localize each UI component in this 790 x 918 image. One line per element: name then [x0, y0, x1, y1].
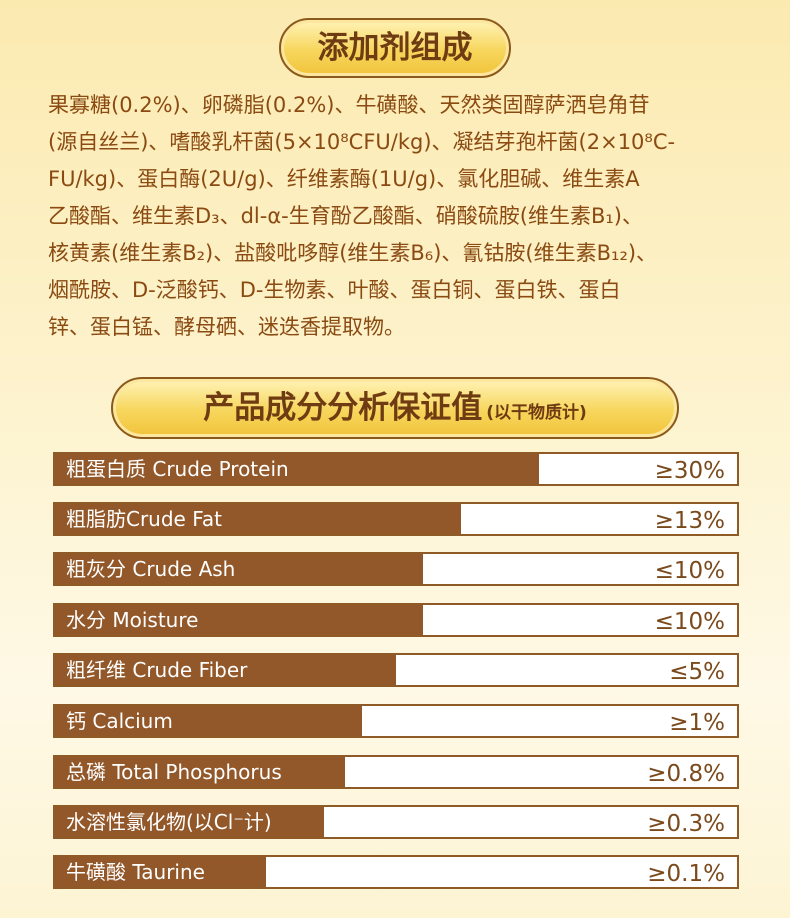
- additives-line: FU/kg)、蛋白酶(2U/g)、纤维素酶(1U/g)、氯化胆碱、维生素A: [48, 167, 640, 191]
- row-label: 粗蛋白质 Crude Protein: [66, 457, 289, 481]
- row-bar: [55, 807, 325, 837]
- analysis-subtitle: (以干物质计): [486, 403, 587, 423]
- row-label: 水溶性氯化物(以Cl⁻计): [66, 810, 272, 834]
- row-value: ≤10%: [654, 609, 725, 635]
- row-value: ≥0.1%: [647, 861, 725, 887]
- additives-text-block: 果寡糖(0.2%)、卵磷脂(0.2%)、牛磺酸、天然类固醇萨洒皂角苷 (源自丝兰…: [48, 87, 752, 346]
- row-value: ≤5%: [669, 659, 725, 685]
- additives-line: 核黄素(维生素B₂)、盐酸吡哆醇(维生素B₆)、氰钴胺(维生素B₁₂)、: [48, 241, 658, 265]
- additives-title: 添加剂组成: [317, 30, 473, 66]
- row-label: 粗脂肪Crude Fat: [66, 507, 222, 531]
- row-bar: [55, 454, 540, 484]
- analysis-row-water-soluble-chloride: 水溶性氯化物(以Cl⁻计) ≥0.3%: [53, 805, 739, 839]
- analysis-row-calcium: 钙 Calcium ≥1%: [53, 704, 739, 738]
- row-bar: [55, 554, 424, 584]
- row-bar: [55, 757, 345, 787]
- analysis-row-crude-fiber: 粗纤维 Crude Fiber ≤5%: [53, 653, 739, 687]
- additives-line: 果寡糖(0.2%)、卵磷脂(0.2%)、牛磺酸、天然类固醇萨洒皂角苷: [48, 93, 650, 117]
- row-value: ≥0.3%: [647, 811, 725, 837]
- row-bar: [55, 655, 396, 685]
- row-label: 牛磺酸 Taurine: [66, 860, 205, 884]
- analysis-row-moisture: 水分 Moisture ≤10%: [53, 603, 739, 637]
- row-bar: [55, 504, 461, 534]
- additives-title-pill: 添加剂组成: [279, 18, 511, 78]
- additives-line: 乙酸酯、维生素D₃、dl-α-生育酚乙酸酯、硝酸硫胺(维生素B₁)、: [48, 204, 643, 228]
- row-value: ≤10%: [654, 558, 725, 584]
- row-label: 总磷 Total Phosphorus: [66, 760, 282, 784]
- row-bar: [55, 706, 362, 736]
- row-label: 粗纤维 Crude Fiber: [66, 658, 248, 682]
- analysis-title: 产品成分分析保证值: [203, 390, 483, 426]
- row-value: ≥0.8%: [647, 761, 725, 787]
- row-bar: [55, 857, 267, 887]
- analysis-row-taurine: 牛磺酸 Taurine ≥0.1%: [53, 855, 739, 889]
- row-label: 水分 Moisture: [66, 608, 199, 632]
- row-value: ≥30%: [654, 458, 725, 484]
- additives-line: (源自丝兰)、嗜酸乳杆菌(5×10⁸CFU/kg)、凝结芽孢杆菌(2×10⁸C-: [48, 130, 676, 154]
- analysis-row-crude-protein: 粗蛋白质 Crude Protein ≥30%: [53, 452, 739, 486]
- row-value: ≥1%: [669, 710, 725, 736]
- row-label: 钙 Calcium: [66, 709, 173, 733]
- analysis-title-pill: 产品成分分析保证值 (以干物质计): [111, 377, 679, 439]
- additives-line: 烟酰胺、D-泛酸钙、D-生物素、叶酸、蛋白铜、蛋白铁、蛋白: [48, 278, 621, 302]
- row-label: 粗灰分 Crude Ash: [66, 557, 236, 581]
- analysis-row-crude-ash: 粗灰分 Crude Ash ≤10%: [53, 552, 739, 586]
- analysis-row-total-phosphorus: 总磷 Total Phosphorus ≥0.8%: [53, 755, 739, 789]
- analysis-row-crude-fat: 粗脂肪Crude Fat ≥13%: [53, 502, 739, 536]
- row-bar: [55, 605, 424, 635]
- additives-line: 锌、蛋白锰、酵母硒、迷迭香提取物。: [48, 315, 405, 339]
- row-value: ≥13%: [654, 508, 725, 534]
